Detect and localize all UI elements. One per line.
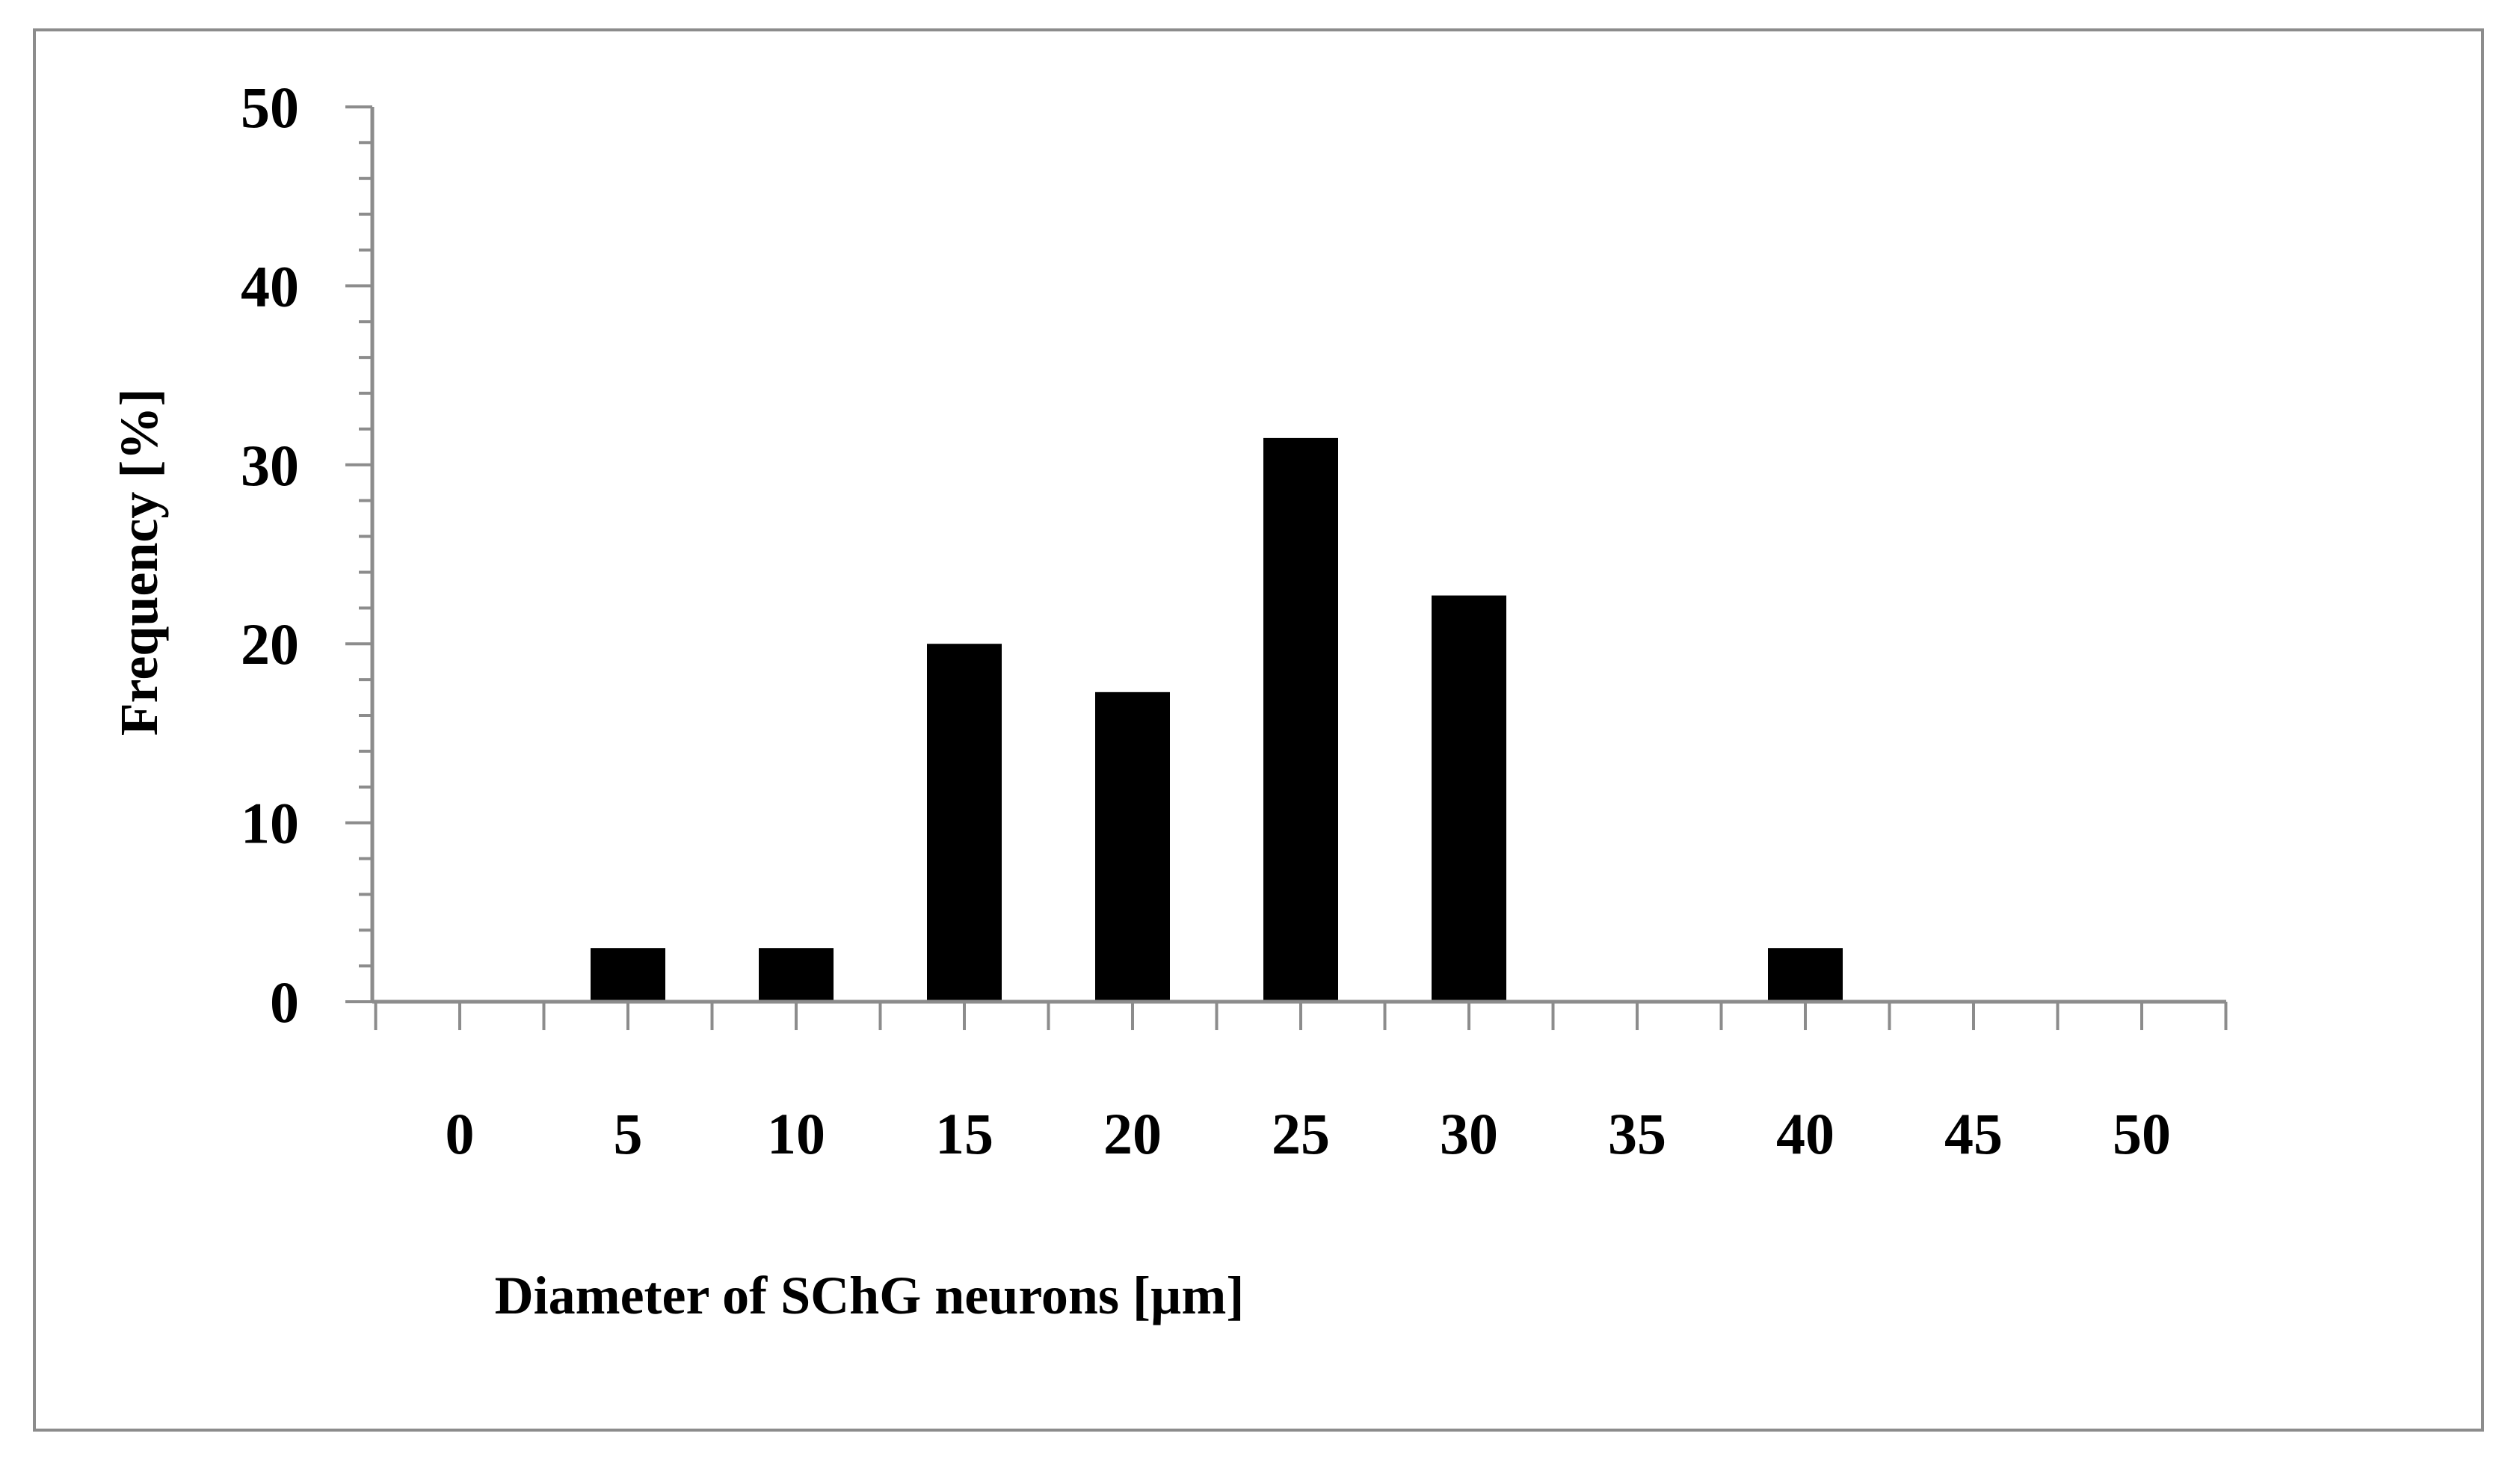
x-tick-label-0: 0 xyxy=(446,1101,475,1166)
y-tick-label-10: 10 xyxy=(241,791,299,856)
y-tick-label-50: 50 xyxy=(241,75,299,140)
x-tick-label-5: 5 xyxy=(614,1101,643,1166)
bar-25 xyxy=(1263,437,1338,1002)
bar-30 xyxy=(1432,595,1506,1002)
y-tick-label-40: 40 xyxy=(241,253,299,318)
x-tick-label-50: 50 xyxy=(2113,1101,2171,1166)
x-tick-label-30: 30 xyxy=(1440,1101,1498,1166)
bars-group xyxy=(591,437,1843,1002)
axes-group xyxy=(345,105,2228,1030)
bar-40 xyxy=(1768,948,1843,1002)
x-tick-label-25: 25 xyxy=(1272,1101,1330,1166)
bar-20 xyxy=(1095,692,1170,1002)
y-tick-label-0: 0 xyxy=(270,970,299,1035)
x-tick-label-35: 35 xyxy=(1608,1101,1666,1166)
bar-10 xyxy=(759,948,834,1002)
y-tick-label-20: 20 xyxy=(241,612,299,677)
x-tick-label-20: 20 xyxy=(1103,1101,1162,1166)
x-tick-labels: 0 5 10 15 20 25 30 35 40 45 50 xyxy=(446,1101,2172,1166)
bar-15 xyxy=(927,644,1002,1002)
y-axis-title: Frequency [%] xyxy=(109,389,169,736)
x-tick-label-15: 15 xyxy=(935,1101,993,1166)
y-tick-labels: 0 10 20 30 40 50 xyxy=(241,75,299,1035)
x-tick-label-10: 10 xyxy=(767,1101,825,1166)
x-tick-label-45: 45 xyxy=(1944,1101,2003,1166)
chart-frame xyxy=(33,28,2484,1432)
x-axis-title: Diameter of SChG neurons [µm] xyxy=(495,1266,1245,1325)
bar-5 xyxy=(591,948,665,1002)
y-tick-label-30: 30 xyxy=(241,433,299,498)
x-tick-label-40: 40 xyxy=(1776,1101,1834,1166)
